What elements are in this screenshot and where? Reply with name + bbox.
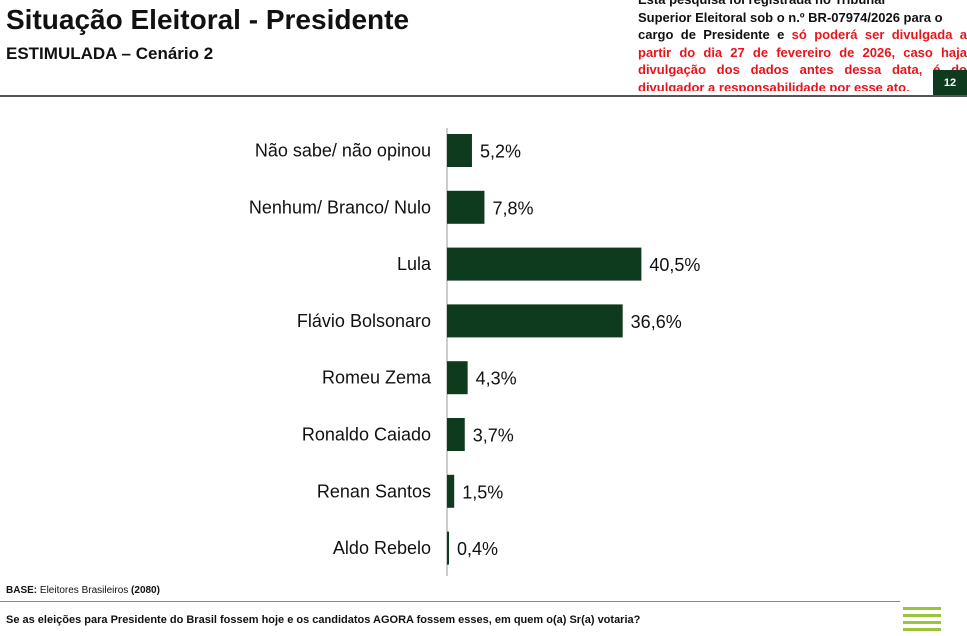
category-label: Flávio Bolsonaro: [297, 311, 431, 331]
header-divider: [0, 95, 967, 97]
notice-top-line: Esta pesquisa foi registrada no Tribunal: [638, 0, 967, 9]
category-label: Renan Santos: [317, 481, 431, 501]
category-label: Romeu Zema: [322, 368, 432, 388]
bar: [447, 304, 623, 338]
base-text: Eleitores Brasileiros: [37, 585, 132, 596]
category-label: Aldo Rebelo: [333, 538, 431, 558]
value-label: 40,5%: [649, 255, 700, 275]
category-label: Ronaldo Caiado: [302, 425, 431, 445]
category-label: Não sabe/ não opinou: [255, 141, 431, 161]
bar: [447, 418, 465, 451]
notice-red-text: só poderá ser divulgada a partir do dia …: [638, 27, 967, 91]
base-count: (2080): [131, 585, 160, 596]
value-label: 5,2%: [480, 142, 521, 162]
value-label: 7,8%: [492, 198, 533, 218]
value-label: 3,7%: [473, 426, 514, 446]
page-number-badge: 12: [933, 70, 967, 95]
category-label: Nenhum/ Branco/ Nulo: [249, 197, 431, 217]
bar: [447, 531, 449, 565]
institute-logo: [903, 605, 943, 635]
bars-layer: Não sabe/ não opinou 5,2% Nenhum/ Branco/ …: [249, 134, 700, 565]
survey-question: Se as eleições para Presidente do Brasil…: [6, 614, 641, 626]
bar-chart: Não sabe/ não opinou 5,2% Nenhum/ Branco/ …: [249, 128, 700, 576]
value-label: 36,6%: [631, 312, 682, 332]
base-note: BASE: Eleitores Brasileiros (2080): [6, 585, 160, 596]
bar: [447, 474, 455, 508]
footer-divider: [0, 601, 900, 602]
notice-black-text: cargo de Presidente e: [638, 27, 792, 42]
notice-registry-line: Superior Eleitoral sob o n.º BR-07974/20…: [638, 9, 943, 25]
bar: [447, 134, 472, 167]
page-title: Situação Eleitoral - Presidente: [6, 4, 410, 35]
category-label: Lula: [397, 254, 432, 274]
value-label: 0,4%: [457, 539, 498, 559]
bar: [447, 247, 642, 281]
base-label: BASE:: [6, 585, 38, 596]
page-subtitle: ESTIMULADA – Cenário 2: [6, 44, 214, 63]
bar: [447, 190, 485, 224]
value-label: 4,3%: [476, 369, 517, 389]
registration-notice: Esta pesquisa foi registrada no Tribunal…: [638, 0, 967, 91]
bar: [447, 361, 468, 395]
value-label: 1,5%: [462, 482, 503, 502]
